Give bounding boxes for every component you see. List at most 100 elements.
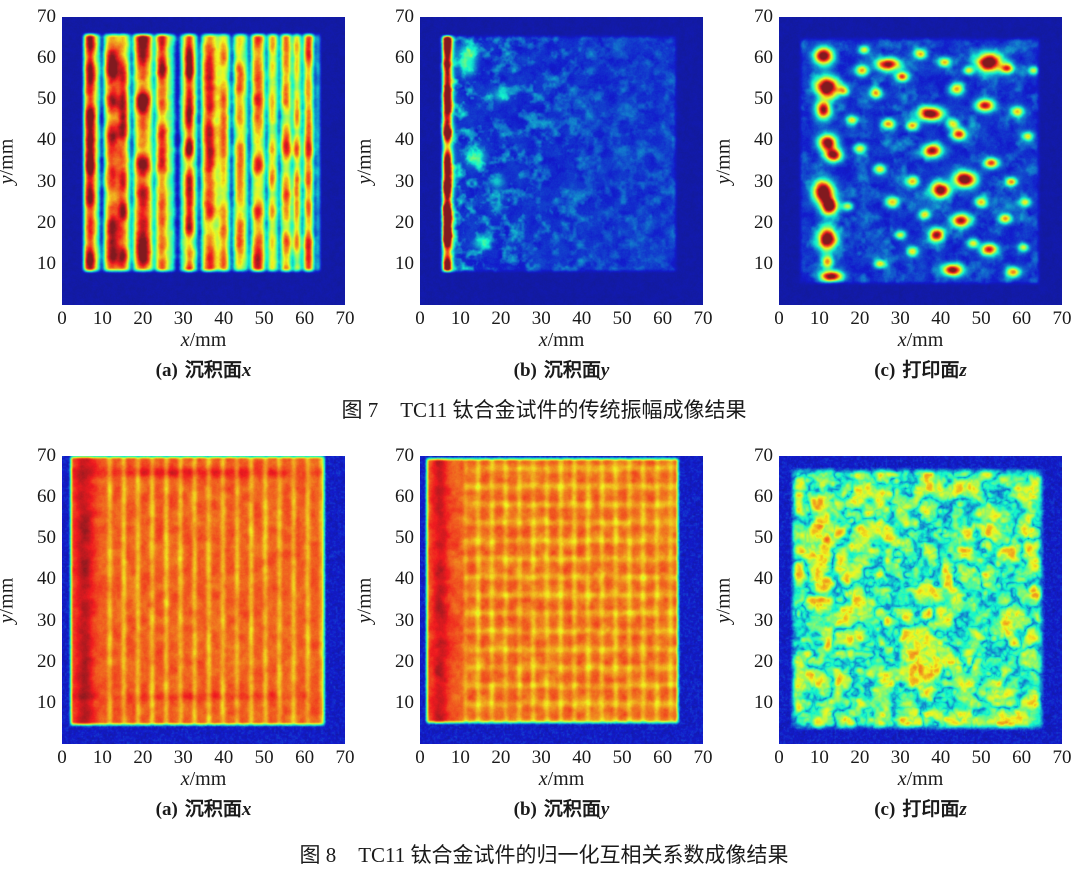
x-tick-label: 30 [531,747,551,768]
y-tick-label: 50 [395,527,414,549]
x-tick-label: 30 [531,308,551,329]
y-axis-label: y/mm [354,17,376,305]
y-tick-label: 40 [37,129,56,151]
figure-8-caption: 图 8 TC11 钛合金试件的归一化互相关系数成像结果 [0,839,1088,869]
y-tick-label: 50 [754,88,773,110]
x-axis-variable: x [538,329,548,351]
x-tick-label: 60 [295,308,315,329]
subplot-caption-title: 沉积面 [184,799,242,820]
y-tick-label: 70 [754,6,773,27]
x-tick-label: 50 [971,308,991,329]
y-axis-label: y/mm [713,17,735,305]
x-axis-variable: x [897,768,907,790]
x-tick-label: 70 [335,308,355,329]
y-tick-label: 50 [395,88,414,110]
y-tick-label: 30 [37,170,56,192]
heatmap-canvas-fig8-b [420,456,703,744]
x-axis-variable: x [897,329,907,351]
y-tick-label: 30 [395,170,414,192]
subplot-caption: (b) 沉积面y [420,794,703,821]
y-axis-ticks: 10 20 30 40 50 60 70 [18,6,62,305]
x-axis-unit: /mm [906,768,944,790]
x-tick-label: 60 [653,308,673,329]
y-tick-label: 20 [754,211,773,233]
subplot-caption-label: (b) [513,799,537,820]
y-tick-label: 60 [37,486,56,508]
subplot-caption-variable: y [600,360,610,381]
x-tick-label: 70 [1052,308,1072,329]
y-axis-ticks: 10 20 30 40 50 60 70 [735,445,779,744]
subplot-fig7-b: y/mm 10 20 30 40 50 60 70 0 10 20 30 40 50 60 70 x/mm… [354,6,713,389]
x-tick-label: 60 [653,747,673,768]
y-axis-unit: /mm [712,138,735,175]
x-axis-variable: x [180,329,190,351]
subplot-caption: (c) 打印面z [779,794,1062,821]
y-tick-label: 30 [754,609,773,631]
heatmap-canvas-fig7-c [779,17,1062,305]
y-axis-variable: y [0,614,18,623]
x-tick-label: 20 [491,308,511,329]
y-tick-label: 40 [395,129,414,151]
subplot-caption: (c) 打印面z [779,355,1062,382]
x-tick-label: 60 [1012,308,1032,329]
y-tick-label: 70 [395,445,414,466]
x-tick-label: 10 [450,747,470,768]
subplot-caption-title: 打印面 [902,360,960,381]
x-tick-label: 0 [57,747,67,768]
subplot-caption-variable: z [959,360,967,381]
y-tick-label: 50 [37,527,56,549]
x-tick-label: 40 [931,308,951,329]
figure-7-caption: 图 7 TC11 钛合金试件的传统振幅成像结果 [0,394,1088,424]
y-tick-label: 10 [754,252,773,274]
y-axis-ticks: 10 20 30 40 50 60 70 [18,445,62,744]
y-tick-label: 50 [37,88,56,110]
x-tick-label: 50 [971,747,991,768]
x-axis-label: x/mm [62,329,345,352]
x-tick-label: 30 [890,747,910,768]
subplot-caption-variable: x [241,799,252,820]
subplot-fig8-b: y/mm 10 20 30 40 50 60 70 0 10 20 30 40 50 60 70 x/mm… [353,445,713,828]
x-axis-unit: /mm [189,768,227,790]
y-axis-label: y/mm [713,456,735,744]
y-tick-label: 20 [395,211,414,233]
y-tick-label: 60 [395,486,414,508]
y-tick-label: 20 [395,650,414,672]
x-axis-unit: /mm [906,329,944,351]
x-axis-unit: /mm [547,329,585,351]
x-axis-ticks: 0 10 20 30 40 50 60 70 [774,744,1071,768]
y-axis-variable: y [712,174,735,184]
x-tick-label: 20 [850,747,870,768]
y-tick-label: 10 [754,691,773,713]
x-tick-label: 10 [809,747,829,768]
subplot-caption-title: 沉积面 [184,360,242,381]
x-tick-label: 50 [254,308,274,329]
y-tick-label: 40 [395,568,414,590]
y-axis-ticks: 10 20 30 40 50 60 70 [376,445,420,744]
subplot-caption-label: (a) [155,360,178,381]
figure-7-number: 图 7 [341,398,379,422]
subplot-fig8-a: y/mm 10 20 30 40 50 60 70 0 10 20 30 40 50 60 70 x/mm… [0,445,355,828]
x-axis-ticks: 0 10 20 30 40 50 60 70 [415,305,712,329]
y-tick-label: 10 [395,252,414,274]
x-axis-label: x/mm [62,768,345,791]
y-tick-label: 40 [37,568,56,590]
x-tick-label: 30 [890,308,910,329]
y-axis-unit: /mm [353,138,376,175]
subplot-caption-title: 沉积面 [543,799,601,820]
x-axis-label: x/mm [779,329,1062,352]
x-axis-ticks: 0 10 20 30 40 50 60 70 [57,305,354,329]
y-axis-ticks: 10 20 30 40 50 60 70 [376,6,420,305]
y-axis-variable: y [353,613,376,623]
y-tick-label: 60 [754,486,773,508]
y-tick-label: 30 [37,609,56,631]
x-tick-label: 0 [415,747,425,768]
x-axis-label: x/mm [420,329,703,352]
subplot-caption-variable: x [241,360,252,381]
y-tick-label: 40 [754,129,773,151]
y-axis-label: y/mm [0,456,18,744]
x-axis-ticks: 0 10 20 30 40 50 60 70 [774,305,1071,329]
y-axis-unit: /mm [0,577,18,614]
x-tick-label: 50 [612,308,632,329]
y-tick-label: 70 [37,445,56,466]
